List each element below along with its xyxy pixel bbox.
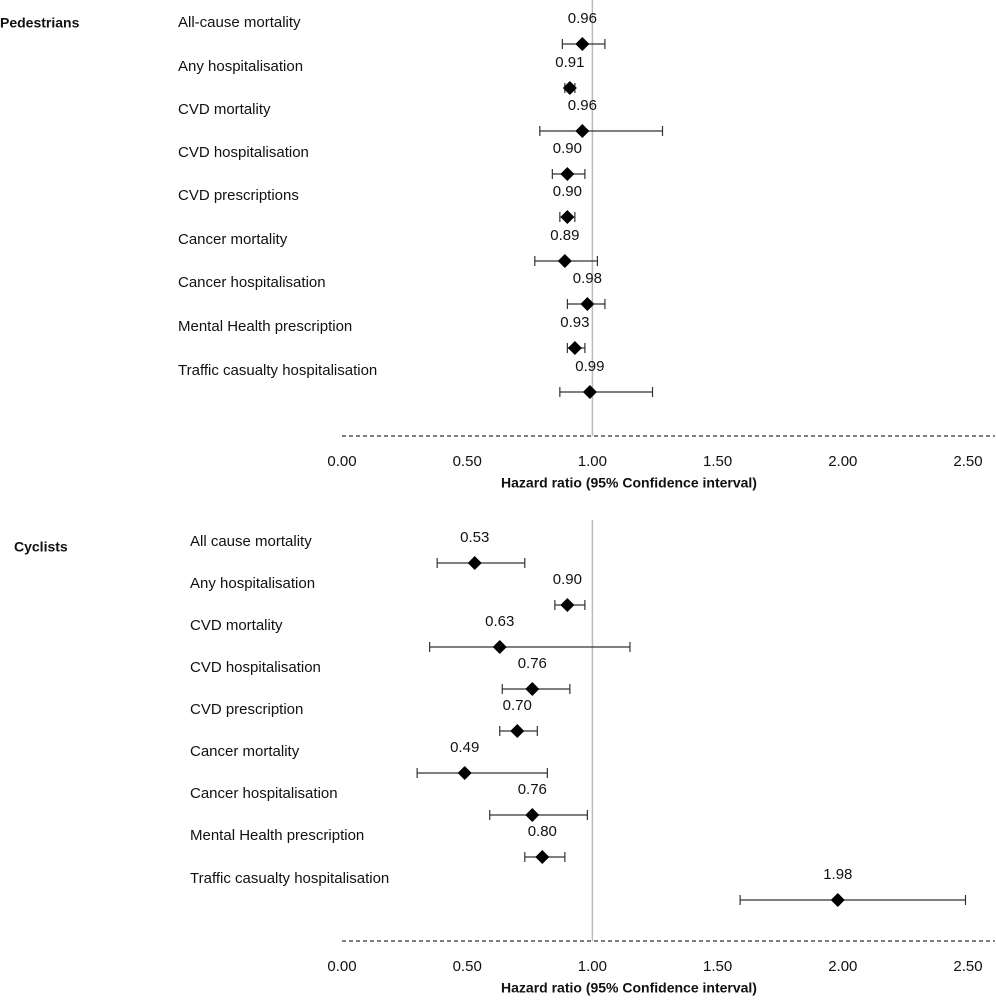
value-label: 0.90 [553, 571, 582, 588]
category-label: Mental Health prescription [178, 318, 352, 335]
panel-title: Pedestrians [0, 15, 80, 31]
x-axis-title: Hazard ratio (95% Confidence interval) [501, 475, 757, 491]
value-label: 1.98 [823, 866, 852, 883]
category-label: Cancer mortality [190, 743, 300, 760]
point-estimate [562, 81, 577, 95]
category-label: Cancer hospitalisation [178, 274, 326, 291]
point-estimate [535, 850, 550, 864]
value-label: 0.90 [553, 140, 582, 157]
x-tick-label: 1.00 [578, 453, 607, 470]
value-label: 0.93 [560, 314, 589, 331]
category-label: CVD mortality [190, 617, 283, 634]
category-label: Any hospitalisation [190, 575, 315, 592]
value-label: 0.99 [575, 358, 604, 375]
point-estimate [575, 124, 590, 138]
point-estimate [582, 385, 597, 399]
point-estimate [525, 682, 540, 696]
panel-title: Cyclists [14, 539, 68, 555]
category-label: All-cause mortality [178, 14, 301, 31]
point-estimate [557, 254, 572, 268]
point-estimate [510, 724, 525, 738]
point-estimate [457, 766, 472, 780]
value-label: 0.98 [573, 270, 602, 287]
point-estimate [525, 808, 540, 822]
category-label: Mental Health prescription [190, 827, 364, 844]
category-label: CVD prescriptions [178, 187, 299, 204]
category-label: CVD mortality [178, 101, 271, 118]
value-label: 0.76 [518, 781, 547, 798]
value-label: 0.91 [555, 54, 584, 71]
category-label: CVD hospitalisation [178, 144, 309, 161]
x-tick-label: 0.00 [327, 958, 356, 975]
point-estimate [567, 341, 582, 355]
value-label: 0.80 [528, 823, 557, 840]
value-label: 0.70 [503, 697, 532, 714]
x-tick-label: 1.50 [703, 958, 732, 975]
x-tick-label: 1.00 [578, 958, 607, 975]
category-label: Any hospitalisation [178, 58, 303, 75]
category-label: Cancer mortality [178, 231, 288, 248]
point-estimate [560, 167, 575, 181]
value-label: 0.63 [485, 613, 514, 630]
x-axis-title: Hazard ratio (95% Confidence interval) [501, 980, 757, 996]
point-estimate [560, 598, 575, 612]
value-label: 0.53 [460, 529, 489, 546]
category-label: CVD prescription [190, 701, 303, 718]
x-tick-label: 2.00 [828, 453, 857, 470]
x-tick-label: 0.00 [327, 453, 356, 470]
value-label: 0.96 [568, 10, 597, 27]
value-label: 0.89 [550, 227, 579, 244]
category-label: Traffic casualty hospitalisation [178, 362, 377, 379]
category-label: Traffic casualty hospitalisation [190, 870, 389, 887]
value-label: 0.49 [450, 739, 479, 756]
x-tick-label: 0.50 [453, 453, 482, 470]
point-estimate [580, 297, 595, 311]
point-estimate [830, 893, 845, 907]
point-estimate [575, 37, 590, 51]
point-estimate [492, 640, 507, 654]
x-tick-label: 1.50 [703, 453, 732, 470]
category-label: CVD hospitalisation [190, 659, 321, 676]
value-label: 0.90 [553, 183, 582, 200]
x-tick-label: 2.50 [953, 958, 982, 975]
x-tick-label: 0.50 [453, 958, 482, 975]
category-label: All cause mortality [190, 533, 312, 550]
point-estimate [467, 556, 482, 570]
value-label: 0.76 [518, 655, 547, 672]
x-tick-label: 2.50 [953, 453, 982, 470]
x-tick-label: 2.00 [828, 958, 857, 975]
value-label: 0.96 [568, 97, 597, 114]
category-label: Cancer hospitalisation [190, 785, 338, 802]
point-estimate [560, 210, 575, 224]
